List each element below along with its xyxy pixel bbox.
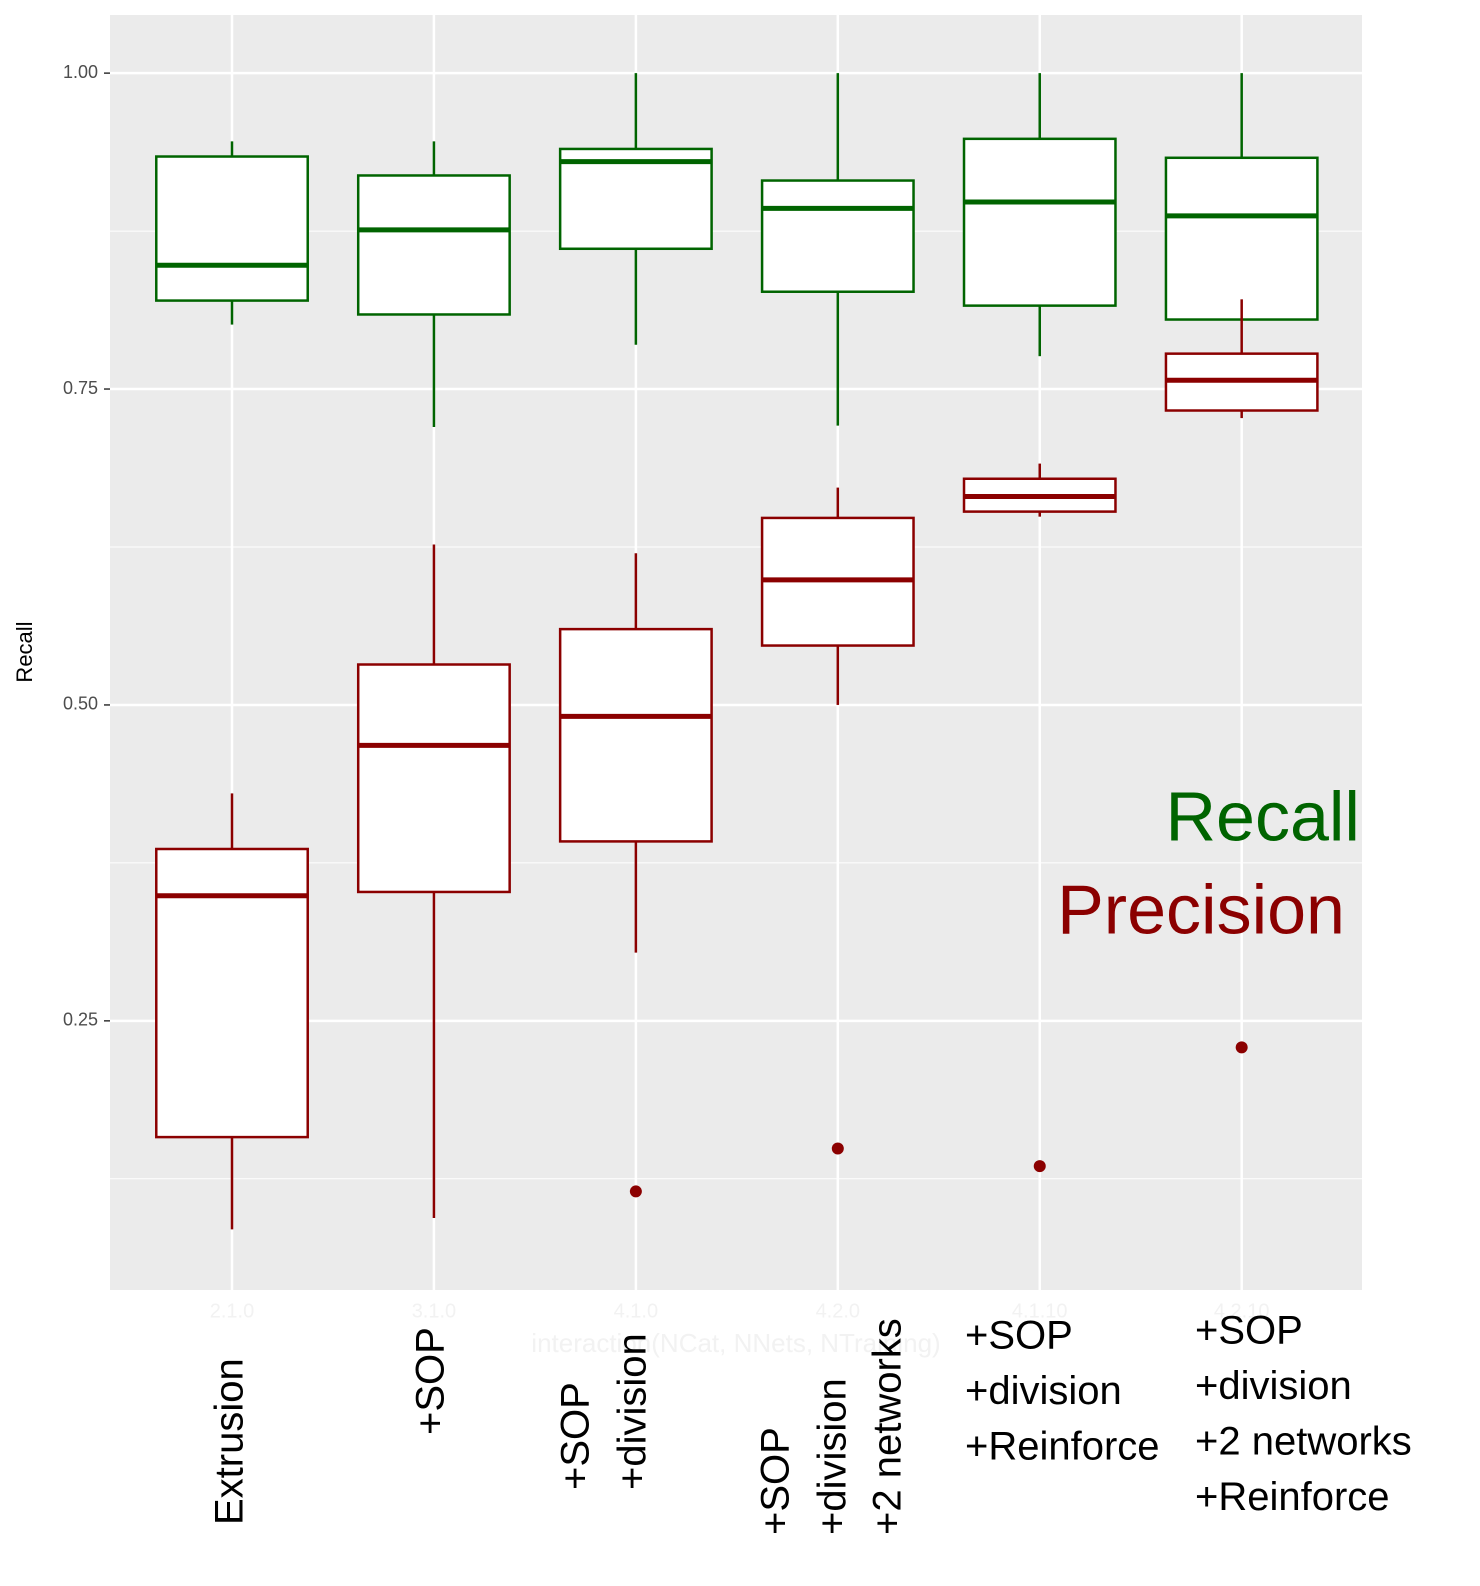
- y-tick-label: 0.50: [63, 694, 98, 714]
- box: [356, 663, 511, 894]
- category-annotation: +SOP: [409, 1327, 453, 1435]
- category-annotation: +SOP: [1195, 1309, 1303, 1353]
- x-tick-label: 4.1.0: [614, 1300, 658, 1322]
- box: [558, 627, 713, 843]
- category-annotation: +SOP: [965, 1314, 1073, 1358]
- category-annotation: +Reinforce: [1195, 1475, 1390, 1519]
- box: [155, 847, 309, 1139]
- box: [155, 155, 309, 302]
- x-tick-label: 4.2.10: [1214, 1300, 1270, 1322]
- legend-label: Precision: [1057, 870, 1345, 948]
- category-annotation: +division: [965, 1369, 1122, 1413]
- x-axis-title: interaction(NCat, NNets, NTraining): [531, 1328, 940, 1358]
- box: [760, 179, 915, 293]
- y-tick-label: 0.25: [63, 1010, 98, 1030]
- x-tick-label: 4.1.10: [1012, 1300, 1068, 1322]
- box: [356, 174, 511, 316]
- outlier: [629, 1185, 642, 1198]
- category-annotation: +2 networks: [866, 1318, 910, 1535]
- x-tick-label: 3.1.0: [412, 1300, 456, 1322]
- outlier: [1235, 1041, 1248, 1054]
- category-annotation: +SOP: [754, 1427, 798, 1535]
- plot-panel: [110, 15, 1362, 1290]
- category-annotation: +division: [611, 1333, 655, 1490]
- legend-label: Recall: [1165, 777, 1360, 855]
- x-tick-label: 4.2.0: [816, 1300, 860, 1322]
- outlier: [1033, 1160, 1046, 1173]
- category-annotation: +division: [811, 1378, 855, 1535]
- x-tick-label: 2.1.0: [210, 1300, 254, 1322]
- category-annotation: +division: [1195, 1364, 1352, 1408]
- category-annotation: +Reinforce: [965, 1425, 1160, 1469]
- box: [558, 147, 713, 251]
- category-annotation: Extrusion: [208, 1358, 252, 1525]
- outlier: [831, 1142, 844, 1155]
- y-tick-label: 0.75: [63, 378, 98, 398]
- category-annotation: +SOP: [554, 1382, 598, 1490]
- y-tick-label: 1.00: [63, 62, 98, 82]
- box: [1164, 156, 1319, 321]
- box: [962, 137, 1117, 307]
- y-axis-title: Recall: [12, 621, 37, 682]
- category-annotation: +2 networks: [1195, 1420, 1412, 1464]
